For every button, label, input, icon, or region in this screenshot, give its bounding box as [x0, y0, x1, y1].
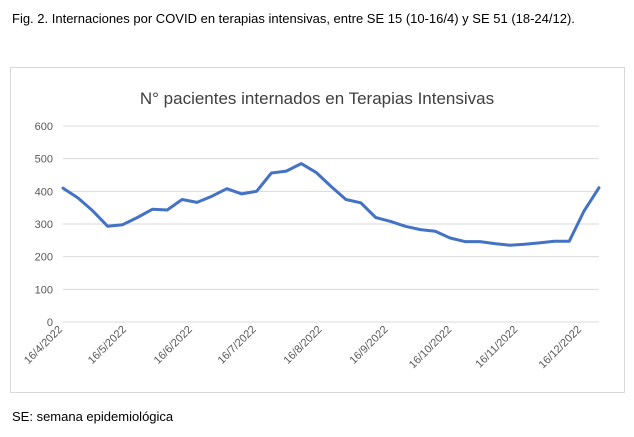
- footnote: SE: semana epidemiológica: [12, 409, 174, 424]
- data-point: [151, 208, 154, 211]
- data-point: [314, 171, 318, 174]
- figure-caption: Fig. 2. Internaciones por COVID en terap…: [12, 11, 575, 26]
- data-point: [359, 201, 362, 204]
- data-point: [374, 216, 377, 219]
- x-tick-label: 16/5/2022: [86, 324, 129, 367]
- data-point: [76, 196, 80, 200]
- y-tick-label: 500: [35, 154, 53, 166]
- data-point: [240, 192, 243, 196]
- y-tick-label: 100: [35, 284, 53, 296]
- data-point: [166, 208, 169, 212]
- data-point: [434, 230, 437, 233]
- data-point: [538, 241, 541, 245]
- y-tick-label: 600: [35, 121, 53, 133]
- x-tick-label: 16/9/2022: [347, 324, 390, 367]
- data-point: [195, 201, 199, 204]
- x-tick-label: 16/10/2022: [407, 324, 454, 371]
- data-point: [285, 169, 288, 173]
- data-point: [493, 242, 496, 245]
- x-tick-label: 16/7/2022: [216, 324, 259, 367]
- y-tick-label: 200: [35, 252, 53, 264]
- x-tick-label: 16/8/2022: [282, 324, 325, 367]
- data-point: [508, 244, 511, 247]
- data-point: [389, 220, 392, 223]
- chart-frame: N° pacientes internados en Terapias Inte…: [10, 67, 625, 393]
- y-tick-label: 0: [47, 317, 53, 329]
- data-point: [255, 190, 258, 193]
- data-point: [225, 187, 228, 190]
- chart-title: N° pacientes internados en Terapias Inte…: [140, 89, 494, 108]
- data-point: [121, 223, 124, 226]
- data-point: [553, 240, 556, 243]
- data-point: [582, 209, 586, 213]
- data-point: [61, 186, 65, 190]
- data-point: [523, 243, 526, 246]
- data-point: [300, 162, 303, 165]
- x-tick-label: 16/12/2022: [537, 324, 584, 371]
- y-tick-label: 400: [35, 186, 53, 198]
- data-point: [478, 240, 482, 243]
- data-point: [329, 185, 333, 188]
- x-tick-label: 16/4/2022: [22, 324, 65, 367]
- data-point: [448, 236, 452, 240]
- data-point: [210, 195, 214, 198]
- data-point: [597, 186, 601, 189]
- data-point: [419, 228, 422, 231]
- data-point: [180, 198, 184, 201]
- data-point: [568, 240, 571, 243]
- data-point: [136, 216, 139, 219]
- line-chart: N° pacientes internados en Terapias Inte…: [22, 89, 601, 371]
- y-tick-label: 300: [35, 219, 53, 231]
- data-point: [463, 240, 467, 243]
- data-point: [270, 171, 273, 175]
- data-point: [106, 225, 109, 228]
- x-tick-label: 16/11/2022: [473, 324, 520, 371]
- x-tick-label: 16/6/2022: [152, 324, 195, 367]
- data-point: [344, 198, 348, 201]
- data-point: [91, 209, 95, 213]
- data-point: [404, 225, 407, 228]
- series-line: [61, 162, 601, 247]
